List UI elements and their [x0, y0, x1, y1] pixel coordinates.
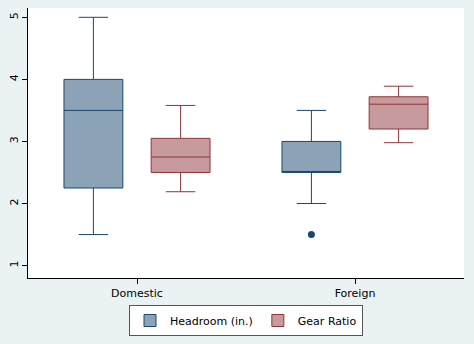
svg-text:Foreign: Foreign: [335, 287, 376, 300]
svg-text:2: 2: [8, 198, 21, 205]
svg-text:Headroom (in.): Headroom (in.): [170, 315, 253, 328]
svg-text:3: 3: [8, 136, 21, 143]
svg-text:1: 1: [8, 260, 21, 267]
svg-text:Gear Ratio: Gear Ratio: [298, 315, 357, 328]
svg-text:Domestic: Domestic: [111, 287, 163, 300]
svg-text:4: 4: [8, 74, 21, 81]
svg-text:5: 5: [8, 12, 21, 19]
